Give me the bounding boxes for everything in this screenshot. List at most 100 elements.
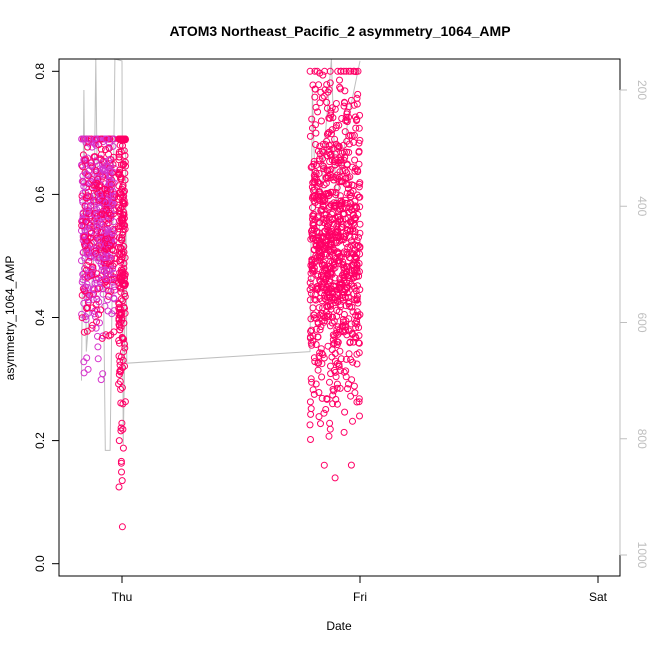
data-point bbox=[96, 165, 104, 173]
data-point bbox=[332, 229, 340, 236]
data-point bbox=[78, 291, 86, 299]
data-point bbox=[115, 337, 123, 344]
data-point bbox=[118, 198, 126, 205]
data-point bbox=[351, 319, 359, 327]
data-point bbox=[100, 207, 108, 215]
data-point bbox=[94, 355, 102, 363]
data-point bbox=[318, 373, 326, 381]
data-point bbox=[108, 200, 116, 208]
y-axis-label: asymmetry_1064_AMP bbox=[3, 256, 17, 381]
data-point bbox=[93, 270, 101, 278]
data-point bbox=[106, 165, 114, 173]
data-point bbox=[308, 265, 316, 273]
data-point bbox=[353, 191, 361, 199]
data-point bbox=[109, 265, 116, 273]
data-point bbox=[330, 366, 338, 374]
data-point bbox=[314, 366, 322, 374]
data-point bbox=[101, 226, 109, 234]
data-point bbox=[315, 234, 322, 242]
data-point bbox=[356, 179, 364, 187]
data-point bbox=[340, 368, 348, 376]
data-point bbox=[78, 310, 86, 318]
data-point bbox=[355, 139, 363, 147]
data-point bbox=[335, 201, 343, 209]
data-point bbox=[99, 276, 106, 284]
data-point bbox=[344, 214, 352, 222]
data-point bbox=[315, 157, 323, 165]
data-point bbox=[326, 265, 334, 272]
data-point bbox=[117, 459, 125, 467]
data-point bbox=[341, 408, 349, 416]
data-point bbox=[118, 477, 126, 485]
data-point bbox=[319, 304, 327, 312]
data-point bbox=[119, 182, 127, 190]
data-point bbox=[92, 167, 100, 175]
data-point bbox=[103, 186, 111, 194]
data-point bbox=[314, 179, 322, 186]
data-point bbox=[116, 326, 124, 334]
data-point bbox=[97, 151, 105, 159]
data-point bbox=[326, 79, 334, 87]
data-point bbox=[333, 338, 341, 346]
data-point bbox=[333, 122, 340, 129]
data-point bbox=[345, 327, 353, 335]
data-point bbox=[115, 135, 123, 143]
data-point bbox=[115, 195, 123, 203]
data-point bbox=[339, 323, 347, 331]
data-point bbox=[333, 286, 341, 294]
data-point bbox=[344, 385, 351, 393]
data-point bbox=[326, 322, 334, 330]
data-point bbox=[325, 189, 333, 197]
data-point bbox=[336, 237, 343, 245]
data-point bbox=[312, 103, 320, 111]
data-point bbox=[314, 147, 322, 155]
data-point bbox=[346, 227, 354, 235]
data-point bbox=[356, 229, 364, 237]
data-point bbox=[110, 237, 118, 245]
data-point bbox=[86, 166, 93, 174]
data-point bbox=[104, 296, 111, 304]
data-point bbox=[327, 166, 335, 173]
data-point bbox=[325, 114, 333, 122]
data-point bbox=[84, 365, 92, 373]
data-point bbox=[326, 301, 334, 309]
data-point bbox=[102, 331, 110, 339]
data-point bbox=[354, 299, 362, 307]
data-point bbox=[98, 334, 106, 342]
y-tick-label: 0.8 bbox=[33, 63, 47, 80]
data-point bbox=[327, 269, 335, 277]
data-point bbox=[323, 395, 331, 403]
y-tick-label: 0.2 bbox=[33, 432, 47, 449]
data-point bbox=[80, 328, 88, 336]
data-point bbox=[355, 183, 363, 191]
data-point bbox=[118, 253, 126, 261]
data-point bbox=[342, 113, 350, 121]
data-point bbox=[311, 168, 319, 176]
data-point bbox=[108, 229, 116, 237]
data-point bbox=[333, 306, 341, 314]
data-point bbox=[91, 140, 99, 148]
data-point bbox=[93, 306, 101, 314]
data-point bbox=[339, 220, 347, 228]
data-point bbox=[335, 121, 343, 129]
data-point bbox=[105, 144, 113, 152]
data-point bbox=[90, 222, 97, 230]
data-point bbox=[116, 168, 124, 176]
data-point bbox=[331, 474, 339, 482]
data-point bbox=[353, 296, 360, 304]
data-point bbox=[330, 387, 338, 395]
data-point bbox=[306, 67, 314, 75]
data-point bbox=[329, 391, 337, 399]
data-point bbox=[314, 333, 322, 341]
data-point bbox=[317, 117, 325, 125]
y-tick-label: 0.4 bbox=[33, 309, 47, 326]
data-point bbox=[308, 326, 315, 334]
data-point bbox=[313, 227, 321, 235]
data-point bbox=[353, 94, 361, 102]
data-point bbox=[332, 100, 340, 107]
data-point bbox=[355, 233, 362, 241]
data-point bbox=[95, 141, 103, 149]
data-point bbox=[84, 304, 91, 312]
data-point bbox=[350, 211, 357, 219]
